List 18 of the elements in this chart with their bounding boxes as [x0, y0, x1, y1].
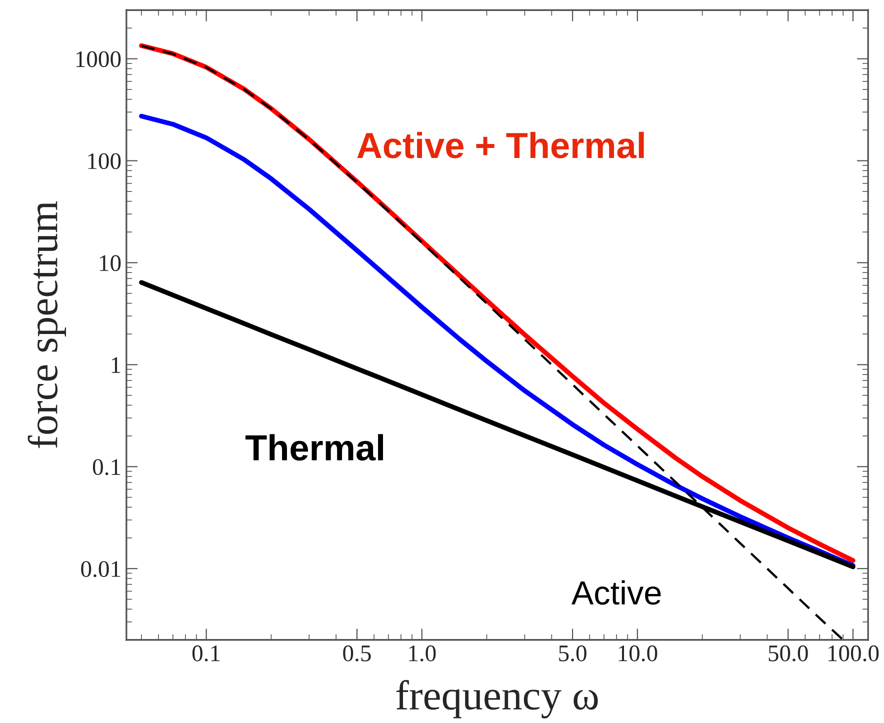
x-tick-label: 0.1 [192, 645, 220, 662]
x-tick-label: 50.0 [768, 645, 808, 662]
y-axis-title: force spectrum [28, 201, 66, 448]
x-tick-label: 10.0 [618, 645, 658, 662]
y-tick-label: 100 [88, 153, 121, 170]
series-label: Thermal [245, 434, 383, 461]
x-tick-label: 5.0 [559, 645, 586, 662]
y-tick-label: 10 [100, 255, 121, 272]
y-tick-label: 1 [112, 357, 120, 373]
x-tick-label: 1.0 [409, 645, 436, 662]
x-tick-label: 100.0 [828, 645, 879, 662]
x-tick-label: 0.5 [343, 645, 371, 662]
x-axis-title: frequency ω [396, 680, 598, 718]
text: Active [571, 580, 661, 605]
y-tick-label: 1000 [76, 51, 121, 68]
y-tick-label: 0.01 [81, 561, 120, 578]
series-label: Active + Thermal [357, 132, 644, 158]
y-tick-label: 0.1 [92, 459, 120, 476]
